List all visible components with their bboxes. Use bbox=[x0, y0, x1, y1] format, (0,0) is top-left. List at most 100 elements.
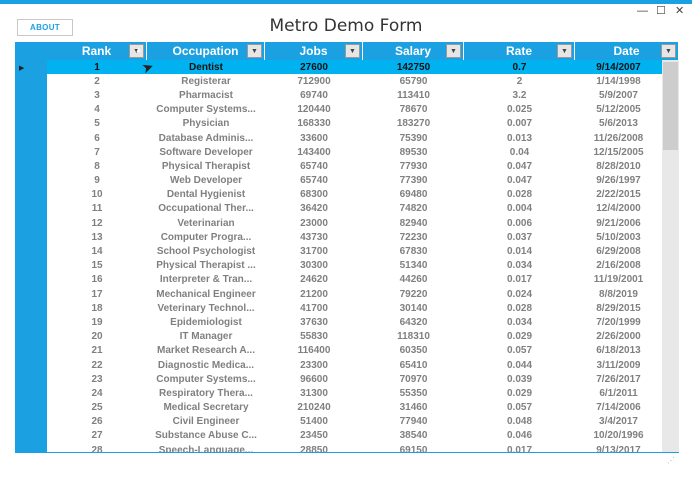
column-header-salary[interactable]: Salary ▼ bbox=[363, 42, 464, 60]
table-cell[interactable]: 5/9/2007 bbox=[599, 89, 638, 101]
filter-dropdown-icon[interactable]: ▼ bbox=[129, 44, 144, 58]
table-cell[interactable]: 7/14/2006 bbox=[596, 402, 641, 414]
table-cell[interactable]: 9/26/1997 bbox=[596, 175, 641, 187]
table-cell[interactable]: 17 bbox=[91, 288, 103, 300]
table-cell[interactable]: Registerar bbox=[181, 75, 231, 87]
table-cell[interactable]: Veterinarian bbox=[177, 217, 235, 229]
table-cell[interactable]: 11 bbox=[91, 203, 103, 215]
table-cell[interactable]: 41700 bbox=[300, 302, 328, 314]
table-cell[interactable]: 3/4/2017 bbox=[599, 416, 638, 428]
table-cell[interactable]: 33600 bbox=[300, 132, 328, 144]
table-cell[interactable]: 0.057 bbox=[506, 402, 533, 414]
table-cell[interactable]: 116400 bbox=[297, 345, 331, 357]
grid-body[interactable]: 1 Dentist 27600 142750 0.7 9/14/2007 2 Register… bbox=[47, 60, 662, 453]
table-cell[interactable]: 210240 bbox=[297, 402, 331, 414]
table-cell[interactable]: IT Manager bbox=[179, 331, 233, 343]
table-cell[interactable]: 0.004 bbox=[506, 203, 533, 215]
table-cell[interactable]: Diagnostic Medica... bbox=[157, 359, 255, 371]
table-cell[interactable]: 5 bbox=[94, 118, 100, 130]
minimize-icon[interactable]: — bbox=[637, 5, 648, 17]
table-cell[interactable]: 118310 bbox=[397, 331, 430, 343]
table-cell[interactable]: 43730 bbox=[300, 231, 328, 243]
table-cell[interactable]: 712900 bbox=[297, 75, 331, 87]
table-cell[interactable]: Physician bbox=[182, 118, 230, 130]
table-cell[interactable]: 0.029 bbox=[506, 387, 533, 399]
data-grid[interactable]: Rank ▼ Occupation ▼ Jobs ▼ Salary ▼ Rate… bbox=[15, 42, 679, 453]
table-cell[interactable]: 65740 bbox=[300, 160, 328, 172]
table-cell[interactable]: 89530 bbox=[399, 146, 428, 158]
table-cell[interactable]: 120440 bbox=[297, 104, 331, 116]
table-cell[interactable]: 31460 bbox=[399, 402, 428, 414]
table-cell[interactable]: 65740 bbox=[300, 175, 328, 187]
row-header-column[interactable]: ▶ bbox=[15, 60, 47, 453]
table-cell[interactable]: 2/16/2008 bbox=[596, 260, 641, 272]
column-header-jobs[interactable]: Jobs ▼ bbox=[265, 42, 363, 60]
table-cell[interactable]: 5/6/2013 bbox=[599, 118, 638, 130]
table-row[interactable]: 4 Computer Systems... 120440 78670 0.025 5/12… bbox=[47, 103, 662, 117]
table-cell[interactable]: 23300 bbox=[300, 359, 328, 371]
table-cell[interactable]: 2/22/2015 bbox=[596, 189, 641, 201]
table-cell[interactable]: Veterinary Technol... bbox=[157, 302, 255, 314]
table-cell[interactable]: 0.013 bbox=[506, 132, 533, 144]
table-cell[interactable]: Pharmacist bbox=[179, 89, 233, 101]
table-cell[interactable]: 6/1/2011 bbox=[599, 387, 638, 399]
table-cell[interactable]: 113410 bbox=[397, 89, 430, 101]
scrollbar-thumb[interactable] bbox=[663, 62, 678, 150]
table-cell[interactable]: 0.04 bbox=[509, 146, 530, 158]
table-cell[interactable]: 0.047 bbox=[506, 175, 533, 187]
close-icon[interactable]: ✕ bbox=[675, 5, 685, 17]
table-cell[interactable]: 60350 bbox=[399, 345, 428, 357]
table-cell[interactable]: 77940 bbox=[399, 416, 428, 428]
table-cell[interactable]: 65790 bbox=[399, 75, 428, 87]
table-cell[interactable]: 12/4/2000 bbox=[596, 203, 641, 215]
resize-grip-icon[interactable]: ⋰ bbox=[667, 456, 675, 465]
table-cell[interactable]: 36420 bbox=[300, 203, 328, 215]
table-cell[interactable]: 24620 bbox=[300, 274, 328, 286]
filter-dropdown-icon[interactable]: ▼ bbox=[345, 44, 360, 58]
table-cell[interactable]: 78670 bbox=[399, 104, 428, 116]
column-header-rate[interactable]: Rate ▼ bbox=[464, 42, 575, 60]
table-cell[interactable]: 31300 bbox=[300, 387, 328, 399]
table-row[interactable]: 15 Physical Therapist ... 30300 51340 0.034 2… bbox=[47, 259, 662, 273]
table-cell[interactable]: 22 bbox=[91, 359, 103, 371]
table-cell[interactable]: 7/26/2017 bbox=[596, 373, 641, 385]
table-cell[interactable]: 12 bbox=[91, 217, 103, 229]
table-row[interactable]: 23 Computer Systems... 96600 70970 0.039 7/26… bbox=[47, 372, 662, 386]
table-cell[interactable]: 14 bbox=[91, 246, 103, 258]
table-cell[interactable]: 0.039 bbox=[506, 373, 533, 385]
table-cell[interactable]: 0.034 bbox=[506, 260, 533, 272]
table-cell[interactable]: 16 bbox=[91, 274, 103, 286]
table-cell[interactable]: 24 bbox=[91, 387, 103, 399]
table-row[interactable]: 24 Respiratory Thera... 31300 55350 0.029 6/1… bbox=[47, 386, 662, 400]
table-cell[interactable]: 0.025 bbox=[506, 104, 533, 116]
table-cell[interactable]: 10/20/1996 bbox=[593, 430, 644, 442]
table-cell[interactable]: 11/26/2008 bbox=[593, 132, 644, 144]
table-cell[interactable]: 25 bbox=[91, 402, 103, 414]
table-cell[interactable]: Occupational Ther... bbox=[158, 203, 254, 215]
table-cell[interactable]: 0.029 bbox=[506, 331, 533, 343]
table-cell[interactable]: 69740 bbox=[300, 89, 328, 101]
table-cell[interactable]: 27 bbox=[91, 430, 103, 442]
filter-dropdown-icon[interactable]: ▼ bbox=[446, 44, 461, 58]
table-cell[interactable]: 67830 bbox=[399, 246, 428, 258]
table-cell[interactable]: 30300 bbox=[300, 260, 328, 272]
table-cell[interactable]: Computer Systems... bbox=[156, 104, 256, 116]
table-cell[interactable]: 21 bbox=[91, 345, 103, 357]
table-cell[interactable]: Interpreter & Tran... bbox=[159, 274, 253, 286]
table-cell[interactable]: 0.028 bbox=[506, 189, 533, 201]
table-cell[interactable]: Software Developer bbox=[159, 146, 253, 158]
table-cell[interactable]: 0.006 bbox=[506, 217, 533, 229]
table-row[interactable]: 22 Diagnostic Medica... 23300 65410 0.044 3/1… bbox=[47, 358, 662, 372]
table-cell[interactable]: 3 bbox=[94, 89, 100, 101]
table-cell[interactable]: 19 bbox=[91, 316, 103, 328]
table-cell[interactable]: Mechanical Engineer bbox=[156, 288, 256, 300]
table-cell[interactable]: 0.017 bbox=[506, 274, 533, 286]
maximize-icon[interactable]: ☐ bbox=[656, 5, 666, 17]
table-cell[interactable]: 0.048 bbox=[506, 416, 533, 428]
table-cell[interactable]: 18 bbox=[91, 302, 103, 314]
table-cell[interactable]: 0.7 bbox=[512, 61, 527, 73]
table-row[interactable]: 1 Dentist 27600 142750 0.7 9/14/2007 bbox=[47, 60, 662, 75]
table-row[interactable]: 12 Veterinarian 23000 82940 0.006 9/21/2006 bbox=[47, 216, 662, 230]
table-cell[interactable]: 27600 bbox=[300, 61, 328, 73]
table-row[interactable]: 3 Pharmacist 69740 113410 3.2 5/9/2007 bbox=[47, 88, 662, 102]
